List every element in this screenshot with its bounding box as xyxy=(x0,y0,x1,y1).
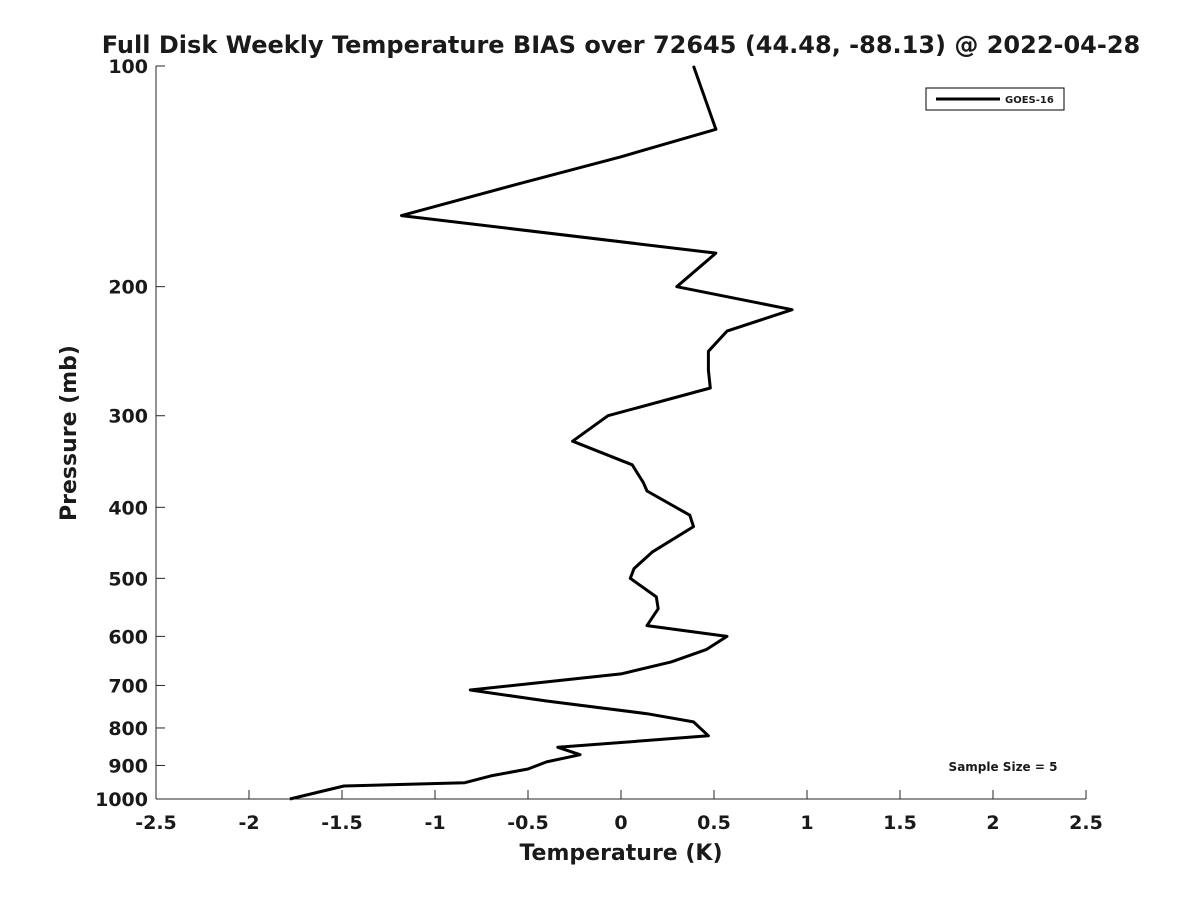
data-point xyxy=(620,673,622,675)
x-tick-label: 2.5 xyxy=(1069,812,1103,834)
series-group xyxy=(289,65,794,801)
data-point xyxy=(546,700,548,702)
y-tick-label: 500 xyxy=(108,568,148,590)
x-tick-label: 0.5 xyxy=(697,812,731,834)
data-point xyxy=(607,415,609,417)
data-point xyxy=(689,514,691,516)
legend-label: GOES-16 xyxy=(1005,95,1054,106)
data-point xyxy=(646,713,648,715)
data-point xyxy=(646,625,648,627)
data-point xyxy=(693,65,695,67)
x-tick-label: -1 xyxy=(424,812,445,834)
data-point xyxy=(676,286,678,288)
x-tick-label: -1.5 xyxy=(321,812,363,834)
data-point xyxy=(469,689,471,691)
data-point xyxy=(289,798,291,800)
data-point xyxy=(726,635,728,637)
sample-size-annotation: Sample Size = 5 xyxy=(949,760,1058,774)
data-point xyxy=(555,680,557,682)
data-point xyxy=(343,785,345,787)
y-tick-label: 400 xyxy=(108,497,148,519)
y-tick-label: 300 xyxy=(108,406,148,428)
data-point xyxy=(715,128,717,130)
data-point xyxy=(657,608,659,610)
data-point xyxy=(670,661,672,663)
data-point xyxy=(629,577,631,579)
data-point xyxy=(572,440,574,442)
x-tick-label: -0.5 xyxy=(507,812,549,834)
data-point xyxy=(652,551,654,553)
data-point xyxy=(579,754,581,756)
data-point xyxy=(464,782,466,784)
y-tick-label: 800 xyxy=(108,718,148,740)
data-point xyxy=(516,183,518,185)
chart-title: Full Disk Weekly Temperature BIAS over 7… xyxy=(102,31,1141,59)
y-tick-label: 600 xyxy=(108,626,148,648)
data-point xyxy=(709,387,711,389)
data-point xyxy=(631,464,633,466)
data-point xyxy=(715,252,717,254)
data-point xyxy=(707,369,709,371)
y-axis-label: Pressure (mb) xyxy=(57,345,82,521)
x-tick-label: 1 xyxy=(800,812,813,834)
data-point xyxy=(693,526,695,528)
data-point xyxy=(707,350,709,352)
data-point xyxy=(527,768,529,770)
data-point xyxy=(401,215,403,217)
x-tick-label: 1.5 xyxy=(883,812,917,834)
x-tick-label: 0 xyxy=(614,812,627,834)
data-point xyxy=(490,775,492,777)
x-tick-label: 2 xyxy=(986,812,999,834)
data-point xyxy=(633,568,635,570)
data-point xyxy=(693,721,695,723)
data-point xyxy=(642,481,644,483)
data-point xyxy=(546,761,548,763)
x-axis-label: Temperature (K) xyxy=(519,841,722,866)
data-point xyxy=(655,596,657,598)
data-point xyxy=(557,746,559,748)
data-point xyxy=(726,330,728,332)
data-point xyxy=(707,735,709,737)
y-tick-label: 100 xyxy=(108,56,148,78)
y-axis-ticks: 100 200 300 400 500 600 700 800 900 1000 xyxy=(95,56,165,811)
data-point xyxy=(791,309,793,311)
data-point xyxy=(620,156,622,158)
x-axis-ticks: -2.5 -2 -1.5 -1 -0.5 0 0.5 1 1.5 2 2.5 xyxy=(135,790,1103,834)
x-tick-label: -2 xyxy=(238,812,259,834)
data-point xyxy=(706,648,708,650)
y-tick-label: 700 xyxy=(108,675,148,697)
y-tick-label: 900 xyxy=(108,755,148,777)
x-tick-label: -2.5 xyxy=(135,812,177,834)
data-point xyxy=(646,490,648,492)
legend: GOES-16 xyxy=(925,87,1065,111)
axes xyxy=(155,66,1086,800)
series-line-goes-16 xyxy=(289,65,794,801)
y-tick-label: 1000 xyxy=(95,789,148,811)
y-tick-label: 200 xyxy=(108,277,148,299)
